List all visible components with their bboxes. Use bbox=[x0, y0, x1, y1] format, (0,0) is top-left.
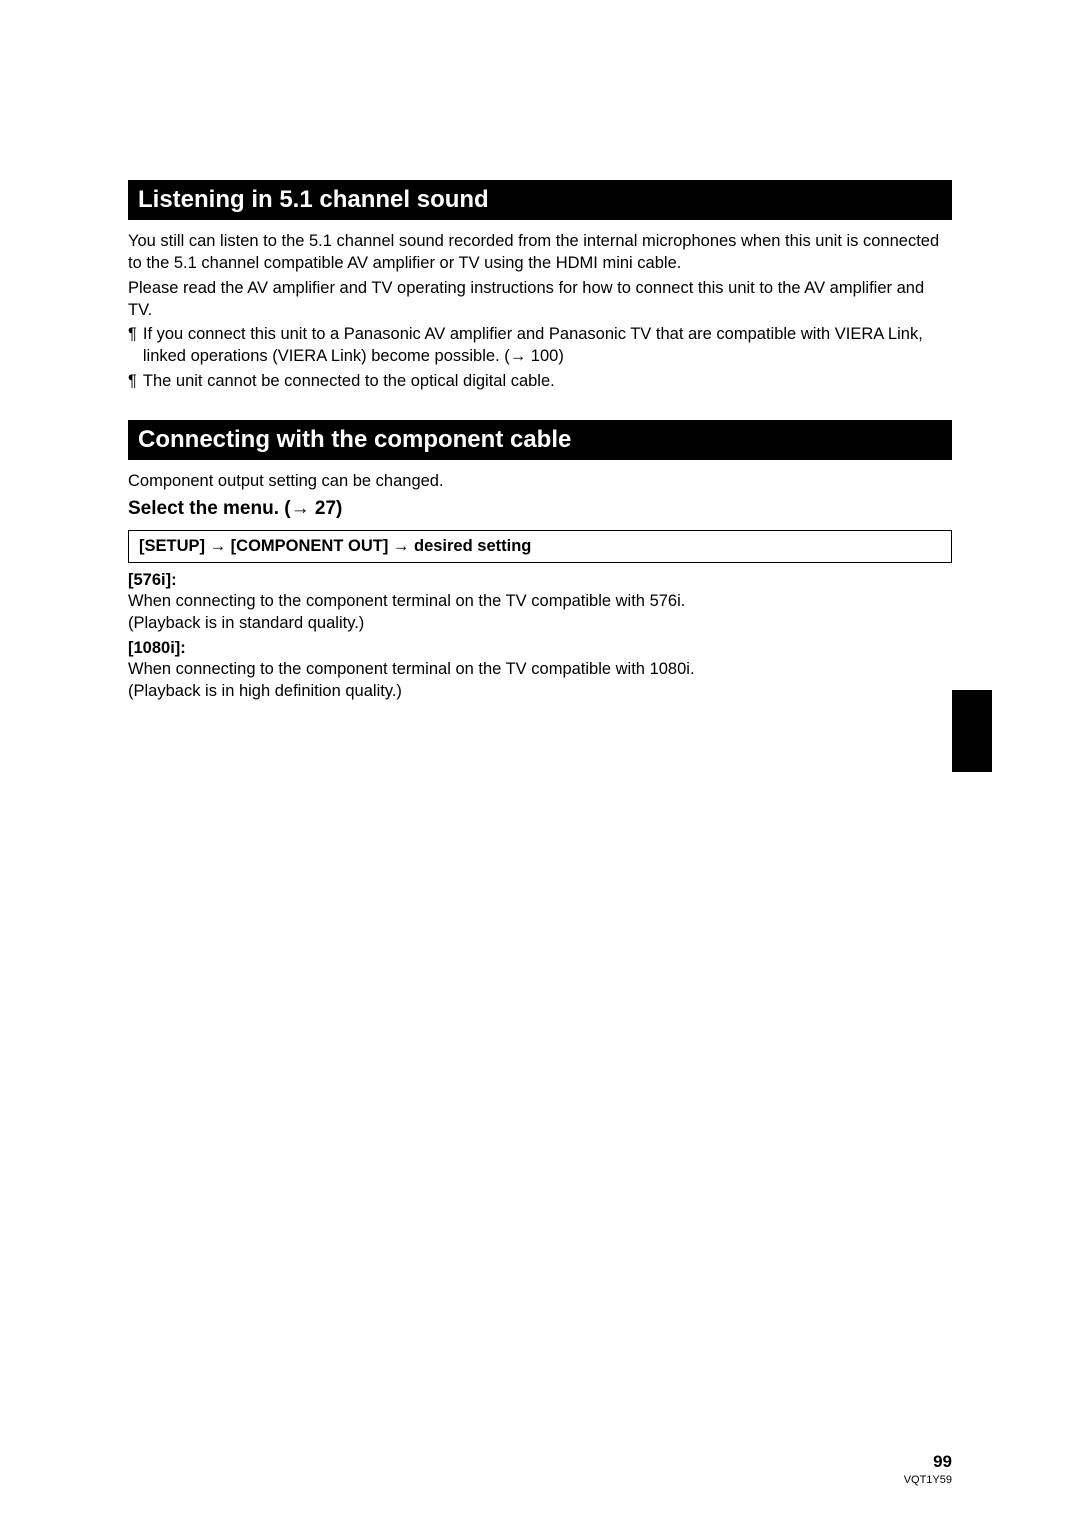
document-id: VQT1Y59 bbox=[904, 1474, 952, 1486]
option-label-576i: [576i]: bbox=[128, 571, 952, 590]
bullet-item: ¶ If you connect this unit to a Panasoni… bbox=[128, 323, 952, 368]
option-description: When connecting to the component termina… bbox=[128, 658, 952, 680]
page-number: 99 bbox=[904, 1452, 952, 1472]
setting-path-box: [SETUP] → [COMPONENT OUT] → desired sett… bbox=[128, 530, 952, 563]
bullet-text: If you connect this unit to a Panasonic … bbox=[143, 323, 952, 368]
page-footer: 99 VQT1Y59 bbox=[904, 1452, 952, 1486]
paragraph-text: Component output setting can be changed. bbox=[128, 470, 952, 492]
bullet-item: ¶ The unit cannot be connected to the op… bbox=[128, 370, 952, 392]
paragraph-text: You still can listen to the 5.1 channel … bbox=[128, 230, 952, 275]
paragraph-text: Please read the AV amplifier and TV oper… bbox=[128, 277, 952, 322]
bullet-text: The unit cannot be connected to the opti… bbox=[143, 370, 952, 392]
side-tab bbox=[952, 690, 992, 772]
bullet-marker: ¶ bbox=[128, 370, 137, 392]
section-header-connecting: Connecting with the component cable bbox=[128, 420, 952, 460]
option-description: (Playback is in standard quality.) bbox=[128, 612, 952, 634]
option-description: When connecting to the component termina… bbox=[128, 590, 952, 612]
option-description: (Playback is in high definition quality.… bbox=[128, 680, 952, 702]
option-label-1080i: [1080i]: bbox=[128, 639, 952, 658]
page-content: Listening in 5.1 channel sound You still… bbox=[0, 0, 1080, 702]
subheading-select-menu: Select the menu. (→ 27) bbox=[128, 498, 952, 520]
section-header-listening: Listening in 5.1 channel sound bbox=[128, 180, 952, 220]
bullet-marker: ¶ bbox=[128, 323, 137, 368]
